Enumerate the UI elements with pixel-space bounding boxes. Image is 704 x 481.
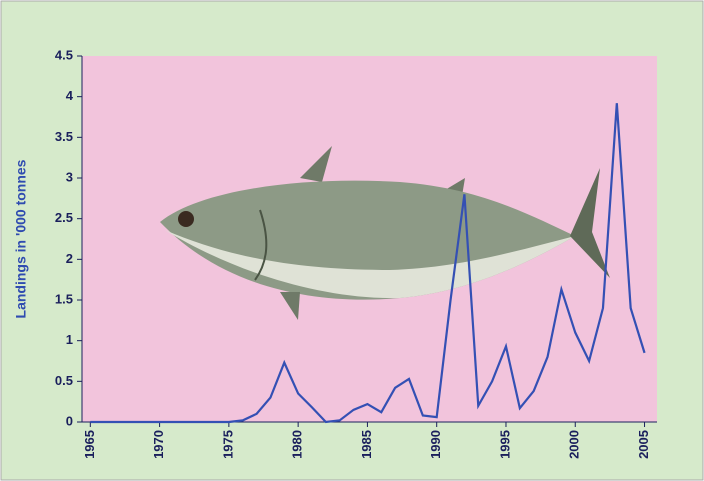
x-tick-label: 1995 [497,430,512,459]
y-tick-label: 3 [66,169,73,184]
x-tick-label: 1970 [151,430,166,459]
y-tick-label: 1.5 [55,291,73,306]
y-tick-label: 2.5 [55,210,73,225]
fish-image [160,146,610,320]
data-line [90,103,646,424]
y-axis-label: Landings in '000 tonnes [13,159,29,318]
y-tick-label: 2 [66,251,73,266]
x-tick-label: 1965 [82,430,97,459]
y-tick-label: 0 [66,413,73,428]
x-tick-label: 2005 [636,430,651,459]
y-tick-label: 3.5 [55,129,73,144]
y-tick-label: 1 [66,332,73,347]
x-tick-label: 1975 [220,430,235,459]
y-tick-label: 4 [66,88,74,103]
y-tick-label: 4.5 [55,47,73,62]
x-tick-label: 2000 [567,430,582,459]
x-tick-label: 1990 [428,430,443,459]
x-tick-label: 1980 [290,430,305,459]
y-tick-label: 0.5 [55,373,73,388]
x-tick-label: 1985 [359,430,374,459]
